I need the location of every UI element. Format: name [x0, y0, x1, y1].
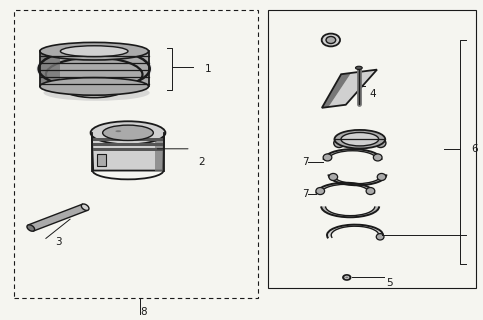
Ellipse shape [345, 276, 349, 279]
Ellipse shape [376, 234, 384, 240]
Polygon shape [322, 73, 351, 108]
Polygon shape [328, 70, 377, 107]
Polygon shape [316, 183, 374, 194]
Ellipse shape [377, 173, 386, 180]
Polygon shape [40, 51, 149, 86]
Ellipse shape [334, 130, 385, 148]
Ellipse shape [103, 125, 154, 140]
Text: 7: 7 [302, 156, 309, 167]
Polygon shape [92, 138, 164, 141]
Polygon shape [93, 148, 163, 151]
Ellipse shape [341, 132, 379, 146]
Bar [268, 10, 476, 288]
Ellipse shape [366, 188, 375, 195]
Ellipse shape [323, 154, 332, 161]
Text: 3: 3 [56, 236, 62, 247]
Ellipse shape [329, 173, 338, 180]
Ellipse shape [91, 121, 165, 144]
Ellipse shape [322, 34, 340, 46]
Ellipse shape [60, 46, 128, 57]
Ellipse shape [334, 139, 344, 148]
Polygon shape [321, 206, 379, 217]
Ellipse shape [36, 46, 152, 91]
Polygon shape [28, 204, 88, 231]
Text: 6: 6 [471, 144, 478, 154]
Text: 2: 2 [198, 156, 205, 167]
Ellipse shape [326, 36, 336, 44]
Ellipse shape [375, 139, 386, 148]
Ellipse shape [373, 154, 382, 161]
Polygon shape [97, 154, 106, 166]
Ellipse shape [40, 77, 149, 95]
Text: 8: 8 [140, 307, 147, 317]
Bar [14, 10, 258, 298]
Ellipse shape [355, 66, 362, 69]
Ellipse shape [343, 275, 351, 280]
Polygon shape [92, 143, 164, 146]
Polygon shape [327, 225, 383, 237]
Ellipse shape [316, 188, 325, 195]
Text: 1: 1 [205, 64, 212, 74]
Ellipse shape [40, 42, 149, 60]
Polygon shape [92, 133, 164, 171]
Ellipse shape [27, 225, 35, 231]
Ellipse shape [115, 130, 121, 132]
Ellipse shape [81, 204, 89, 211]
Text: 4: 4 [369, 89, 376, 100]
Text: 5: 5 [386, 278, 393, 288]
Polygon shape [328, 174, 386, 185]
Text: 7: 7 [302, 188, 309, 199]
Ellipse shape [43, 85, 150, 101]
Polygon shape [40, 51, 60, 86]
Polygon shape [155, 133, 164, 171]
Polygon shape [324, 149, 382, 160]
